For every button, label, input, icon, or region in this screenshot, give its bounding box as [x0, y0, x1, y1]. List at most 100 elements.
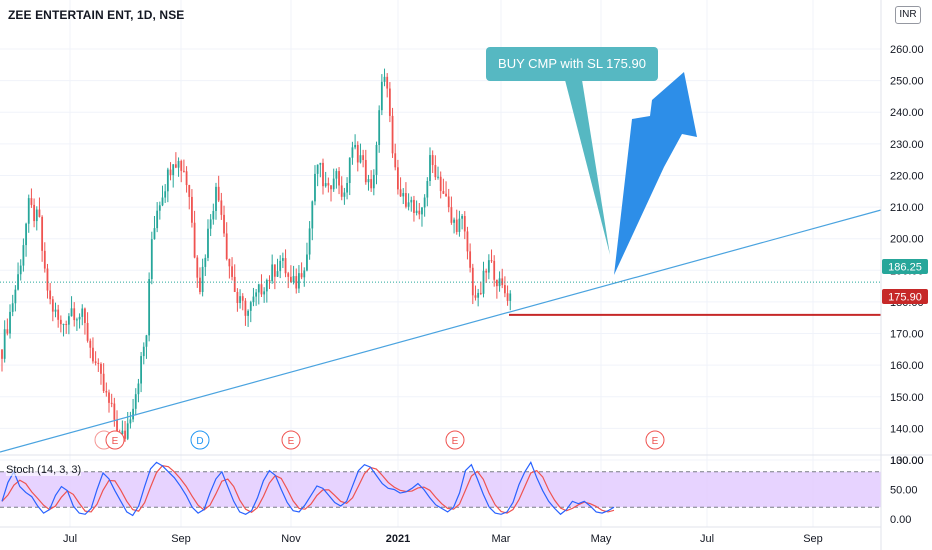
candle-body: [30, 198, 33, 205]
candle-body: [271, 264, 274, 282]
price-tick-label: 260.00: [890, 44, 924, 56]
candle-body: [113, 403, 116, 420]
price-tick-label: 230.00: [890, 139, 924, 151]
candle-body: [19, 265, 22, 275]
candle-body: [73, 308, 76, 321]
candle-body: [463, 216, 466, 232]
candle-body: [27, 198, 30, 224]
candle-body: [260, 284, 263, 295]
candle-body: [212, 210, 215, 220]
candle-body: [474, 295, 477, 298]
candle-body: [9, 311, 11, 334]
candle-body: [314, 173, 316, 202]
candle-body: [364, 159, 367, 183]
candle-body: [252, 296, 255, 303]
candle-body: [479, 292, 482, 294]
candle-body: [407, 202, 410, 207]
candle-body: [180, 160, 183, 171]
candle-body: [477, 292, 480, 298]
stochastic-tick-label: 100.00: [890, 455, 924, 467]
candle-body: [22, 245, 25, 266]
candle-body: [287, 273, 290, 277]
candle-body: [89, 340, 92, 348]
candles: [1, 68, 512, 443]
candle-body: [495, 279, 498, 287]
candle-body: [188, 185, 191, 197]
candle-body: [490, 260, 493, 262]
candle-body: [332, 178, 335, 190]
candle-body: [217, 186, 220, 201]
candle-body: [142, 346, 145, 357]
candle-body: [410, 199, 413, 203]
candle-body: [84, 308, 86, 323]
time-tick-label: 2021: [386, 533, 410, 545]
time-tick-label: Mar: [492, 533, 511, 545]
candle-body: [362, 155, 365, 160]
candle-body: [105, 391, 108, 393]
event-marker-circle[interactable]: [105, 430, 125, 450]
event-marker-circle[interactable]: [190, 430, 210, 450]
candle-body: [49, 290, 52, 300]
candle-body: [121, 430, 124, 435]
price-tick-label: 200.00: [890, 234, 924, 246]
event-marker-label: E: [452, 436, 459, 447]
candle-body: [156, 210, 159, 229]
stochastic-d-line: [1, 465, 615, 514]
candle-body: [340, 185, 343, 197]
candle-body: [354, 144, 356, 148]
event-marker-circle[interactable]: [445, 430, 465, 450]
candle-body: [249, 302, 252, 311]
candle-body: [215, 186, 217, 211]
candle-body: [124, 430, 126, 439]
price-tick-label: 250.00: [890, 76, 924, 88]
candle-body: [338, 171, 340, 186]
candle-body: [493, 260, 496, 280]
candle-body: [116, 419, 118, 434]
candle-body: [346, 182, 348, 193]
candle-body: [281, 258, 284, 261]
candle-body: [335, 171, 338, 179]
candle-body: [126, 423, 129, 439]
candle-body: [469, 251, 472, 268]
candle-body: [54, 309, 57, 312]
candle-body: [110, 402, 113, 404]
candle-body: [284, 258, 287, 274]
candle-body: [509, 293, 512, 301]
candle-body: [453, 219, 455, 223]
stochastic-label[interactable]: Stoch (14, 3, 3): [6, 464, 82, 476]
candle-body: [14, 289, 17, 304]
candle-body: [306, 254, 308, 271]
candle-body: [33, 204, 35, 222]
candle-body: [300, 273, 303, 278]
candle-body: [437, 176, 439, 178]
candle-body: [378, 110, 381, 145]
event-marker-circle[interactable]: [645, 430, 665, 450]
candle-body: [265, 279, 268, 292]
time-tick-label: Jul: [700, 533, 714, 545]
candle-body: [51, 299, 54, 312]
candle-body: [263, 291, 266, 295]
event-marker-circle[interactable]: [281, 430, 301, 450]
candle-body: [46, 268, 49, 291]
candle-body: [129, 419, 132, 424]
event-marker-label: E: [288, 436, 295, 447]
candle-body: [231, 266, 233, 277]
candle-body: [174, 164, 177, 168]
candle-body: [223, 214, 225, 234]
candle-body: [268, 279, 271, 282]
event-marker-label: E: [652, 436, 659, 447]
candle-body: [372, 174, 375, 189]
candle-body: [447, 196, 450, 208]
candle-body: [461, 216, 463, 219]
candle-body: [429, 155, 431, 182]
candle-body: [311, 201, 314, 229]
candle-body: [391, 115, 394, 154]
candle-body: [506, 293, 509, 301]
currency-badge[interactable]: INR: [895, 6, 921, 24]
candle-body: [290, 276, 292, 283]
candle-body: [145, 335, 148, 347]
candle-body: [204, 257, 207, 267]
candle-body: [426, 181, 429, 198]
